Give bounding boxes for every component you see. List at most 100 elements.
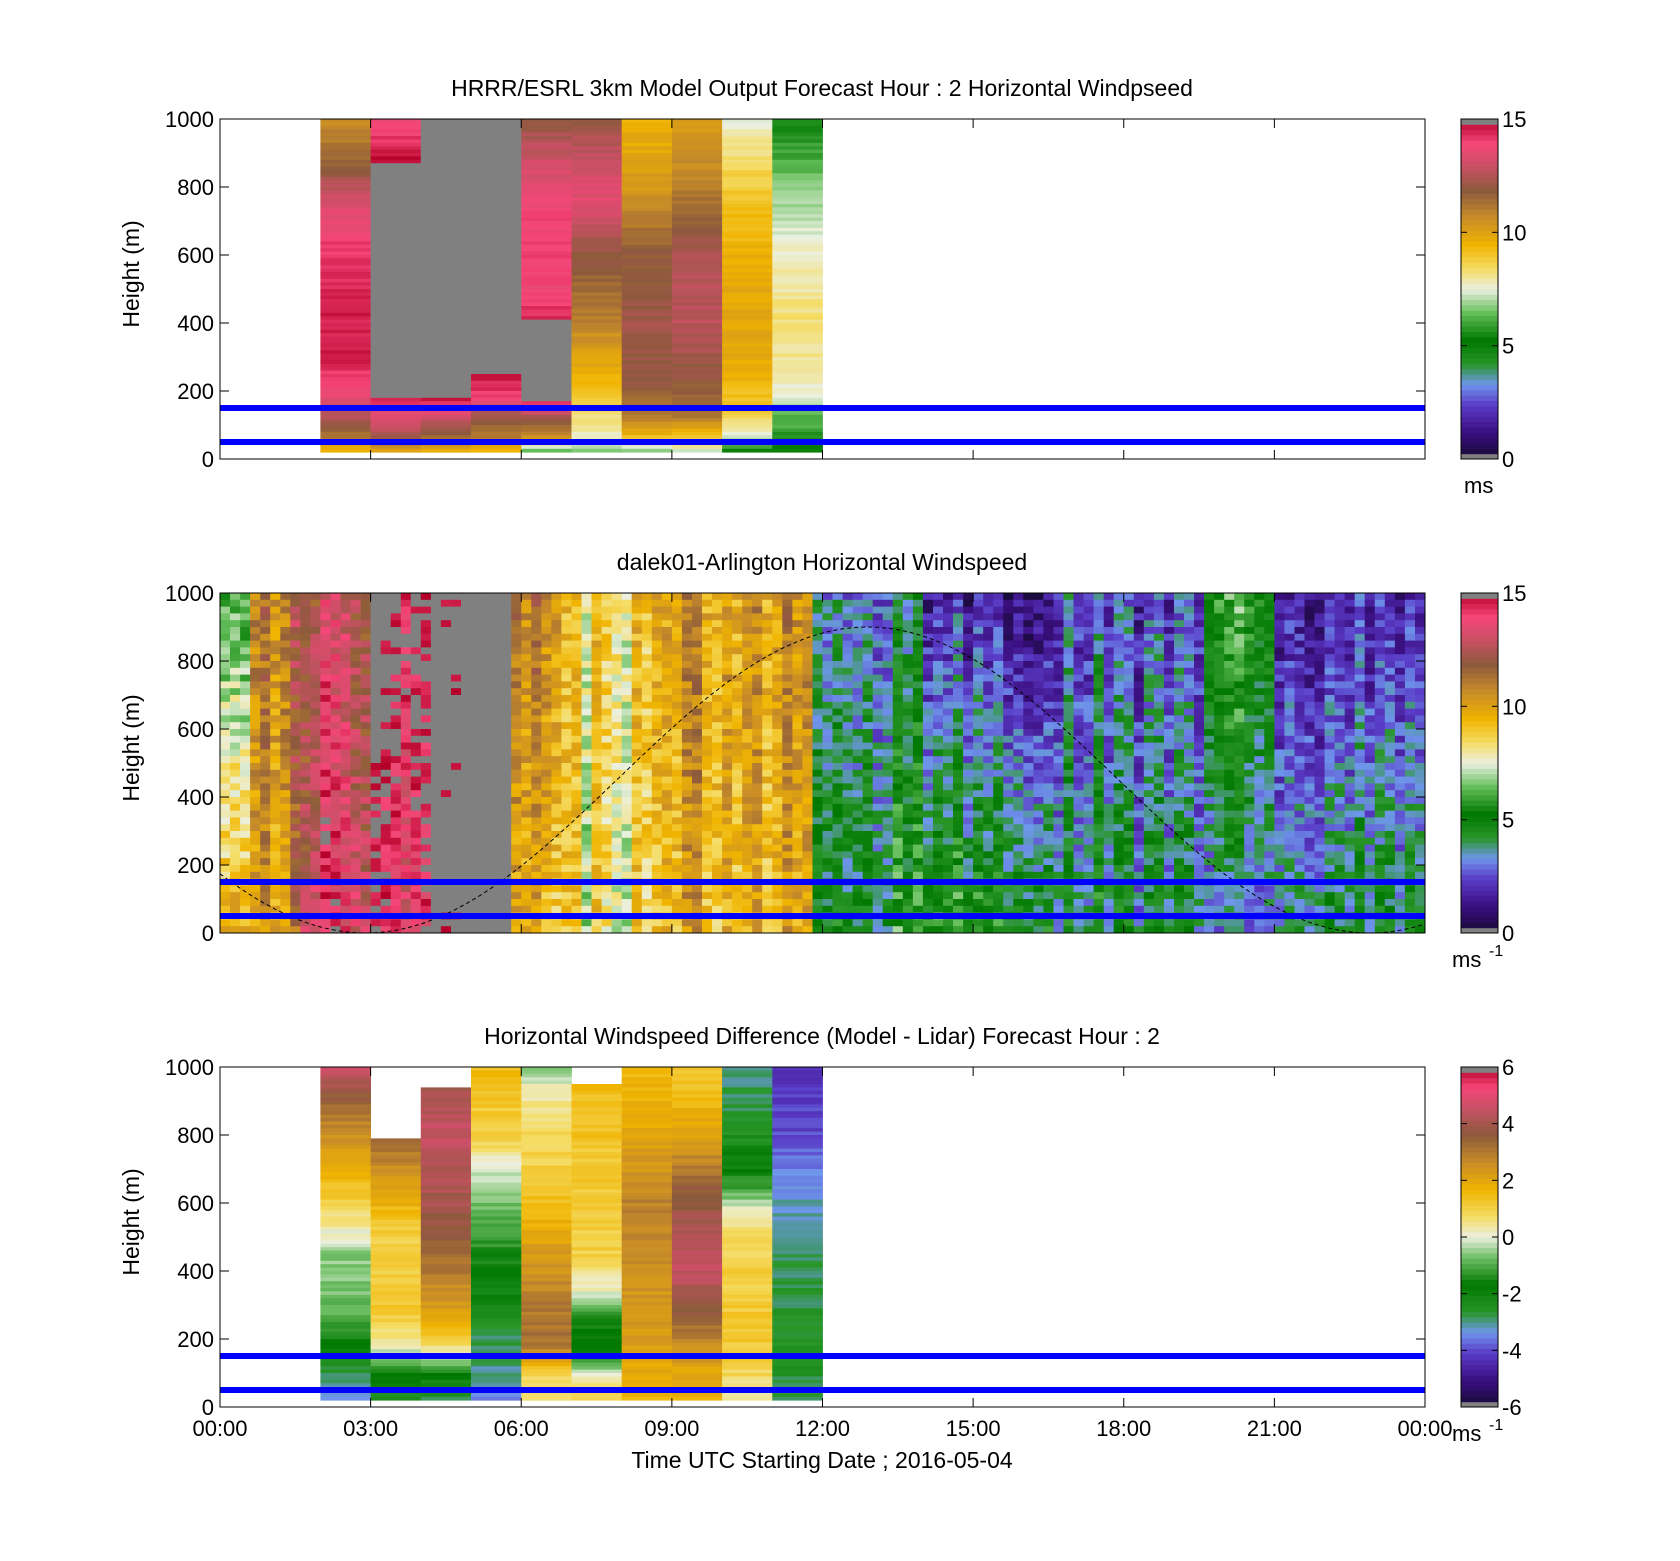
heatmap-cell bbox=[390, 633, 402, 641]
heatmap-cell bbox=[621, 387, 673, 392]
heatmap-cell bbox=[461, 620, 472, 628]
heatmap-cell bbox=[571, 353, 623, 358]
heatmap-cell bbox=[440, 790, 452, 798]
heatmap-cell bbox=[922, 871, 934, 879]
heatmap-cell bbox=[340, 599, 351, 607]
heatmap-cell bbox=[963, 892, 974, 900]
heatmap-cell bbox=[250, 701, 261, 709]
heatmap-cell bbox=[521, 837, 532, 845]
heatmap-cell bbox=[481, 681, 492, 689]
heatmap-cell bbox=[481, 776, 492, 784]
heatmap-cell bbox=[521, 749, 532, 757]
heatmap-cell bbox=[983, 722, 994, 730]
heatmap-cell bbox=[842, 871, 853, 879]
heatmap-cell bbox=[933, 885, 944, 893]
heatmap-cell bbox=[330, 803, 341, 811]
heatmap-cell bbox=[792, 899, 803, 907]
heatmap-cell bbox=[752, 899, 763, 907]
heatmap-cell bbox=[400, 627, 412, 635]
heatmap-cell bbox=[862, 851, 874, 859]
heatmap-cell bbox=[380, 708, 392, 716]
heatmap-cell bbox=[601, 837, 612, 845]
heatmap-cell bbox=[270, 729, 281, 737]
heatmap-cell bbox=[360, 715, 371, 723]
heatmap-cell bbox=[671, 340, 723, 344]
heatmap-cell bbox=[581, 871, 592, 879]
heatmap-cell bbox=[240, 667, 251, 675]
heatmap-cell bbox=[300, 729, 311, 737]
heatmap-cell bbox=[461, 885, 472, 893]
heatmap-cell bbox=[250, 742, 261, 750]
heatmap-cell bbox=[571, 374, 623, 378]
heatmap-cell bbox=[852, 769, 863, 777]
heatmap-cell bbox=[762, 613, 773, 621]
heatmap-cell bbox=[772, 261, 823, 266]
heatmap-cell bbox=[370, 414, 422, 419]
heatmap-cell bbox=[571, 207, 623, 212]
heatmap-cell bbox=[953, 708, 964, 716]
heatmap-cell bbox=[571, 346, 623, 351]
heatmap-cell bbox=[922, 858, 934, 866]
heatmap-cell bbox=[541, 851, 552, 859]
heatmap-cell bbox=[772, 892, 783, 900]
heatmap-cell bbox=[320, 319, 371, 324]
heatmap-cell bbox=[280, 769, 291, 777]
heatmap-cell bbox=[722, 633, 733, 641]
heatmap-cell bbox=[742, 701, 753, 709]
heatmap-cell bbox=[250, 824, 261, 832]
heatmap-cell bbox=[842, 851, 853, 859]
heatmap-cell bbox=[852, 905, 863, 913]
heatmap-cell bbox=[420, 797, 432, 805]
heatmap-cell bbox=[702, 763, 713, 771]
heatmap-cell bbox=[681, 701, 693, 709]
heatmap-cell bbox=[591, 817, 602, 825]
heatmap-cell bbox=[430, 633, 442, 641]
heatmap-cell bbox=[922, 674, 934, 682]
heatmap-cell bbox=[551, 892, 562, 900]
heatmap-cell bbox=[681, 783, 693, 791]
heatmap-cell bbox=[410, 735, 422, 743]
heatmap-cell bbox=[541, 817, 552, 825]
heatmap-cell bbox=[922, 613, 934, 621]
heatmap-cell bbox=[471, 708, 482, 716]
heatmap-cell bbox=[621, 336, 673, 341]
colorbar-swatch bbox=[1461, 193, 1498, 200]
heatmap-cell bbox=[712, 892, 723, 900]
heatmap-cell bbox=[521, 146, 572, 150]
heatmap-cell bbox=[943, 735, 954, 743]
heatmap-cell bbox=[792, 871, 803, 879]
heatmap-cell bbox=[440, 620, 452, 628]
heatmap-cell bbox=[671, 336, 723, 341]
heatmap-cell bbox=[772, 197, 823, 201]
heatmap-cell bbox=[571, 170, 623, 174]
heatmap-cell bbox=[571, 149, 623, 154]
heatmap-cell bbox=[732, 892, 743, 900]
heatmap-cell bbox=[671, 142, 723, 147]
heatmap-cell bbox=[521, 681, 532, 689]
heatmap-cell bbox=[541, 824, 552, 832]
heatmap-cell bbox=[872, 871, 884, 879]
heatmap-cell bbox=[842, 783, 853, 791]
heatmap-cell bbox=[330, 797, 341, 805]
heatmap-cell bbox=[692, 797, 703, 805]
heatmap-cell bbox=[752, 831, 763, 839]
heatmap-cell bbox=[420, 197, 472, 201]
heatmap-cell bbox=[481, 763, 492, 771]
heatmap-cell bbox=[601, 742, 612, 750]
heatmap-cell bbox=[330, 701, 341, 709]
heatmap-cell bbox=[420, 268, 472, 273]
heatmap-cell bbox=[290, 851, 301, 859]
heatmap-cell bbox=[722, 142, 773, 147]
heatmap-cell bbox=[420, 418, 472, 422]
heatmap-cell bbox=[943, 729, 954, 737]
heatmap-cell bbox=[671, 810, 683, 818]
heatmap-cell bbox=[511, 824, 522, 832]
heatmap-cell bbox=[621, 180, 673, 184]
heatmap-cell bbox=[611, 926, 622, 933]
heatmap-cell bbox=[330, 885, 341, 893]
heatmap-cell bbox=[220, 892, 231, 900]
heatmap-cell bbox=[762, 783, 773, 791]
heatmap-cell bbox=[621, 231, 673, 235]
heatmap-cell bbox=[943, 797, 954, 805]
heatmap-cell bbox=[802, 865, 813, 873]
